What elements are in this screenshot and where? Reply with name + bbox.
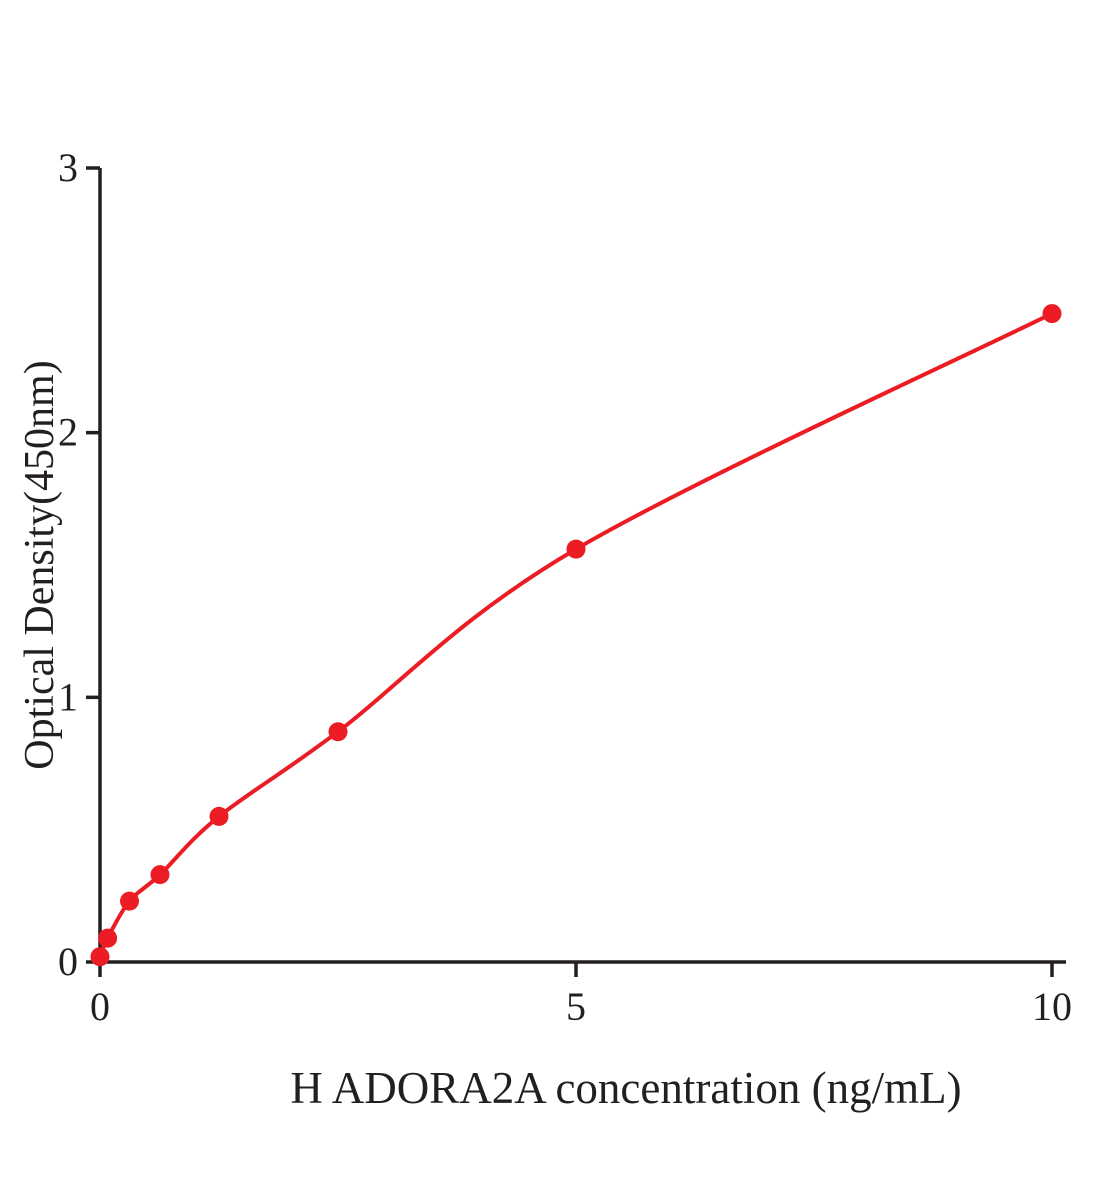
x-tick-label: 5 [566,984,586,1029]
data-point [566,539,586,559]
y-axis-label: Optical Density(450nm) [17,360,63,770]
axes-spines [98,168,1066,964]
x-tick-label: 0 [90,984,110,1029]
y-tick-label: 1 [58,674,78,719]
data-point [150,865,170,885]
data-point [120,891,140,911]
y-tick-label: 2 [58,410,78,455]
data-point [1042,304,1062,324]
data-point [328,722,348,742]
fit-curve [98,311,1054,959]
x-tick-label: 10 [1032,984,1072,1029]
data-point [90,947,110,967]
x-axis-label: H ADORA2A concentration (ng/mL) [290,1063,962,1113]
data-point [209,806,229,826]
y-tick-label: 0 [58,939,78,984]
data-point [98,928,118,948]
y-tick-label: 3 [58,145,78,190]
